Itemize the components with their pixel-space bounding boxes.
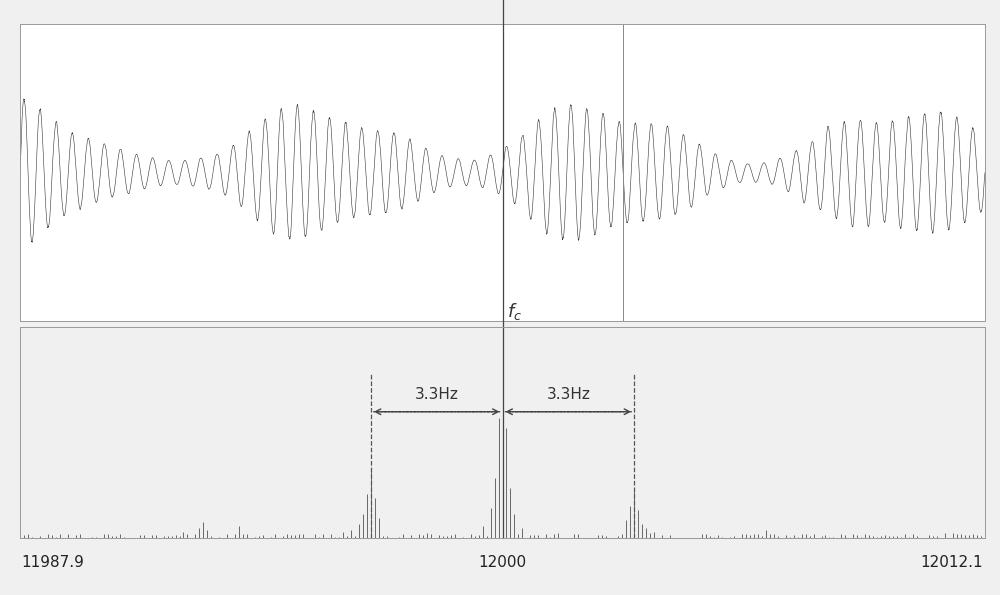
Text: 12012.1: 12012.1	[920, 555, 983, 570]
Text: 3.3Hz: 3.3Hz	[415, 387, 459, 402]
Text: $f_c$: $f_c$	[507, 300, 522, 322]
Text: 3.3Hz: 3.3Hz	[546, 387, 590, 402]
Text: 11987.9: 11987.9	[21, 555, 84, 570]
Text: 12000: 12000	[478, 555, 526, 570]
